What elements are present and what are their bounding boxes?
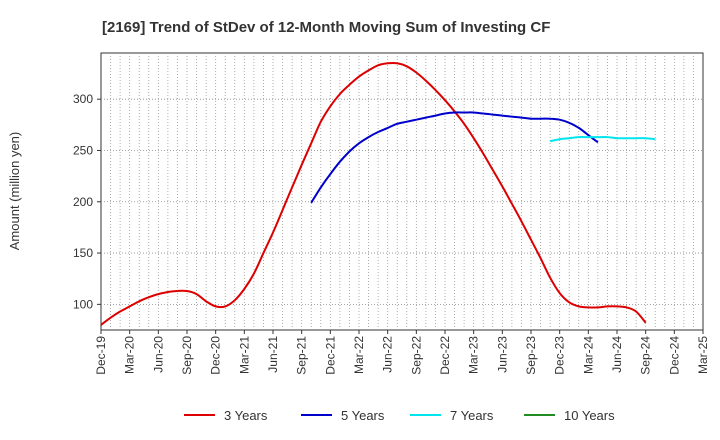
x-axis-ticks: Dec-19 Mar-20 Jun-20 Sep-20 Dec-20 Mar-21 Jun-… [94, 330, 710, 375]
legend-label: 10 Years [564, 408, 615, 423]
plot-area [100, 52, 704, 331]
legend-label: 3 Years [224, 408, 268, 423]
x-tick-label: Jun-23 [495, 336, 509, 373]
y-tick-label: 100 [73, 297, 93, 311]
x-tick-label: Mar-22 [352, 336, 366, 374]
y-axis-label: Amount (million yen) [7, 132, 22, 251]
x-tick-label: Jun-21 [266, 336, 280, 373]
series-line-5-years [310, 111, 599, 204]
chart-title: [2169] Trend of StDev of 12-Month Moving… [102, 19, 550, 36]
series-lines [100, 61, 656, 326]
x-tick-label: Sep-22 [409, 336, 423, 375]
grid-lines [101, 53, 703, 330]
x-tick-label: Mar-20 [123, 336, 137, 374]
x-tick-label: Sep-24 [639, 336, 653, 375]
x-tick-label: Jun-22 [381, 336, 395, 373]
x-tick-label: Mar-23 [467, 336, 481, 374]
x-tick-label: Jun-24 [610, 336, 624, 373]
x-tick-label: Mar-21 [237, 336, 251, 374]
x-tick-label: Dec-20 [209, 336, 223, 375]
x-tick-label: Dec-19 [94, 336, 108, 375]
series-line-7-years [549, 136, 656, 143]
y-axis-ticks: 100 150 200 250 300 [73, 92, 101, 311]
y-tick-label: 300 [73, 92, 93, 106]
y-tick-label: 200 [73, 195, 93, 209]
y-tick-label: 150 [73, 246, 93, 260]
x-tick-label: Dec-23 [553, 336, 567, 375]
x-tick-label: Sep-21 [295, 336, 309, 375]
x-tick-label: Mar-25 [696, 336, 710, 374]
x-tick-label: Jun-20 [151, 336, 165, 373]
x-tick-label: Dec-22 [438, 336, 452, 375]
x-tick-label: Dec-21 [323, 336, 337, 375]
legend: 3 Years 5 Years 7 Years 10 Years [184, 408, 615, 423]
x-tick-label: Dec-24 [667, 336, 681, 375]
x-tick-label: Sep-23 [524, 336, 538, 375]
legend-label: 5 Years [341, 408, 385, 423]
y-tick-label: 250 [73, 143, 93, 157]
x-tick-label: Mar-24 [581, 336, 595, 374]
x-tick-label: Sep-20 [180, 336, 194, 375]
series-line-3-years [100, 61, 647, 326]
legend-label: 7 Years [450, 408, 494, 423]
